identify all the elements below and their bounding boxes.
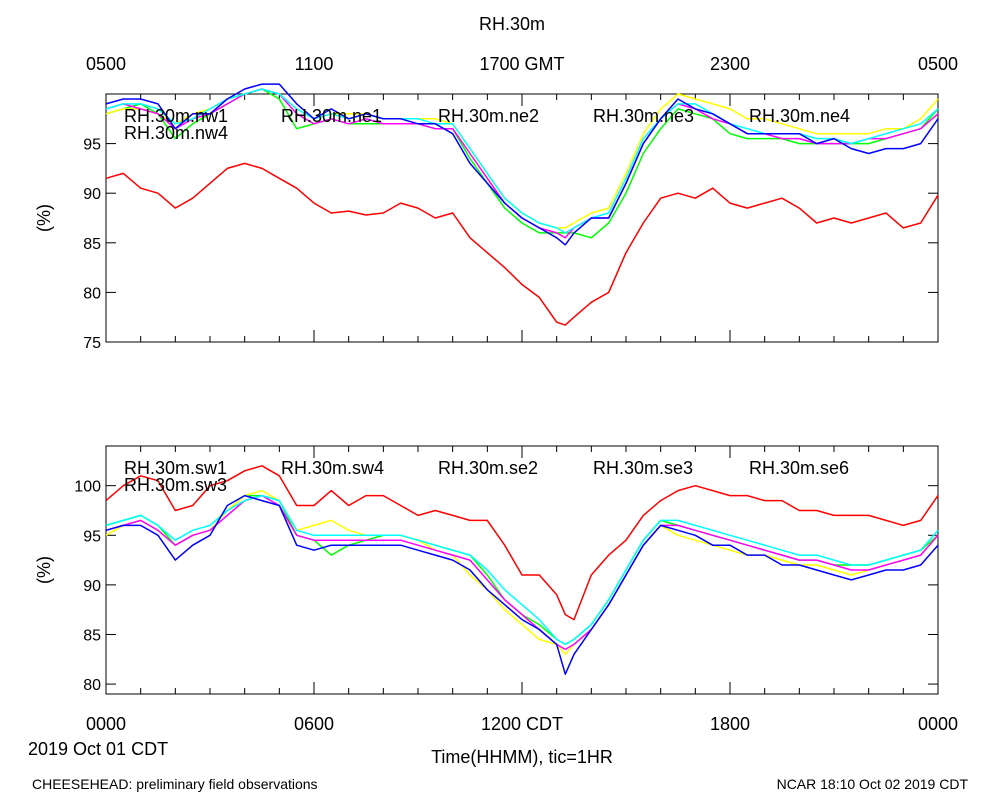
series-line-rh-30m-nw1 xyxy=(105,162,939,326)
legend-se6: RH.30m.se6 xyxy=(749,458,849,478)
legend-ne1: RH.30m.ne1 xyxy=(281,106,382,126)
series-line-rh-30m-sw3 xyxy=(105,494,939,646)
footer-left: CHEESEHEAD: preliminary field observatio… xyxy=(32,776,318,792)
top-tick-label-2: 1700 GMT xyxy=(479,54,564,74)
top-tick-label-1: 1100 xyxy=(295,54,334,74)
legend-se3: RH.30m.se3 xyxy=(593,458,693,478)
legend-sw3: RH.30m.sw3 xyxy=(124,475,227,495)
bottom-tick-label-0: 0000 xyxy=(86,714,126,734)
top-tick-label-3: 2300 xyxy=(710,54,750,74)
lower-y-tick-label: 85 xyxy=(83,627,101,644)
upper-y-tick-label: 75 xyxy=(83,335,101,352)
upper-y-axis-label: (%) xyxy=(34,204,54,232)
upper-y-tick-label: 85 xyxy=(83,236,101,253)
lower-y-axis-label: (%) xyxy=(34,556,54,584)
legend-ne2: RH.30m.ne2 xyxy=(438,106,539,126)
upper-y-tick-label: 80 xyxy=(83,285,101,302)
legend-ne4: RH.30m.ne4 xyxy=(749,106,850,126)
legend-sw1: RH.30m.sw1 xyxy=(124,458,227,478)
lower-tick-marks: 80 85 90 95 100 xyxy=(74,446,939,694)
footer-right: NCAR 18:10 Oct 02 2019 CDT xyxy=(777,776,969,792)
bottom-tick-label-3: 1800 xyxy=(710,714,750,734)
lower-series-lines xyxy=(105,465,939,675)
lower-plot-frame xyxy=(105,445,939,695)
lower-panel: 80 85 90 95 100 (%) RH.30m.sw1 RH.30m.sw4 RH… xyxy=(34,445,939,695)
lower-y-tick-label: 80 xyxy=(83,677,101,694)
lower-y-tick-label: 95 xyxy=(83,528,101,545)
date-label: 2019 Oct 01 CDT xyxy=(28,739,168,759)
lower-y-tick-label: 90 xyxy=(83,578,101,595)
series-line-rh-30m-sw4 xyxy=(105,494,939,675)
lower-y-tick-label: 100 xyxy=(74,479,101,496)
bottom-tick-label-4: 0000 xyxy=(918,714,958,734)
top-tick-label-4: 0500 xyxy=(918,54,958,74)
series-line-rh-30m-se2 xyxy=(105,494,939,646)
chart-title: RH.30m xyxy=(479,14,545,34)
legend-se2: RH.30m.se2 xyxy=(438,458,538,478)
upper-series-lines xyxy=(105,83,939,326)
legend-nw4: RH.30m.nw4 xyxy=(124,123,228,143)
series-line-rh-30m-sw1 xyxy=(105,465,939,621)
lower-legend: RH.30m.sw1 RH.30m.sw4 RH.30m.se2 RH.30m.… xyxy=(124,458,849,495)
bottom-tick-label-1: 0600 xyxy=(294,714,334,734)
series-line-rh-30m-ne1 xyxy=(105,83,939,246)
x-axis-label: Time(HHMM), tic=1HR xyxy=(431,747,613,767)
upper-y-tick-label: 90 xyxy=(83,186,101,203)
upper-panel: 75 80 85 90 95 (%) RH.30m.nw1 RH.30m.ne1 RH.… xyxy=(34,83,939,352)
legend-sw4: RH.30m.sw4 xyxy=(281,458,384,478)
upper-y-tick-label: 95 xyxy=(83,137,101,154)
series-line-rh-30m-se3 xyxy=(105,494,939,651)
legend-nw1: RH.30m.nw1 xyxy=(124,106,228,126)
upper-legend: RH.30m.nw1 RH.30m.ne1 RH.30m.ne2 RH.30m.… xyxy=(124,106,850,143)
bottom-tick-label-2: 1200 CDT xyxy=(481,714,563,734)
top-tick-label-0: 0500 xyxy=(86,54,126,74)
legend-ne3: RH.30m.ne3 xyxy=(593,106,694,126)
series-line-rh-30m-se6 xyxy=(105,489,939,656)
